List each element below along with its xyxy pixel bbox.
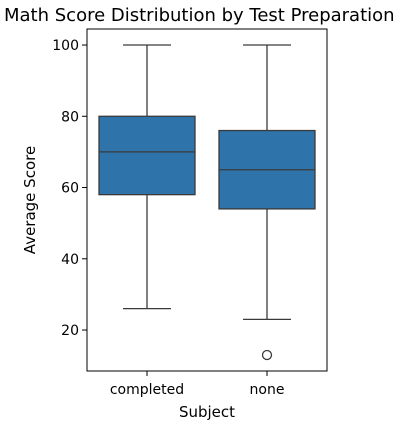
x-axis: completed none [110,371,285,398]
y-tick-label: 40 [61,252,79,268]
y-tick-label: 60 [61,181,79,197]
chart-title: Math Score Distribution by Test Preparat… [4,5,395,26]
x-tick-label: none [250,382,285,398]
y-axis: 20 40 60 80 100 [52,38,87,339]
x-tick-label: completed [110,382,184,398]
iqr-box [98,115,196,196]
y-axis-label: Average Score [21,146,39,254]
box-completed [98,44,196,310]
y-tick-label: 80 [61,109,79,125]
box-none [218,44,316,361]
y-tick-label: 20 [61,323,79,339]
y-tick-label: 100 [52,38,79,54]
boxes-group [98,44,316,361]
outlier-point [261,349,273,361]
plot-frame [86,28,328,372]
x-axis-label: Subject [179,403,235,421]
